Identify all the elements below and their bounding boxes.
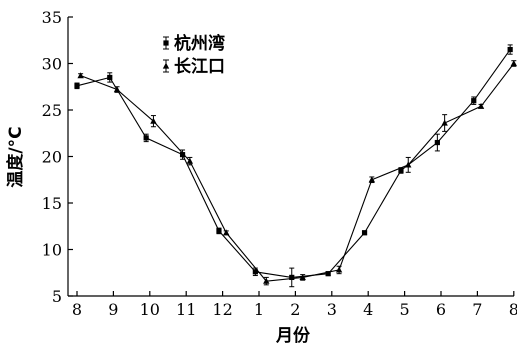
data-point	[223, 229, 230, 236]
y-tick-label: 30	[42, 55, 62, 74]
data-point	[434, 139, 440, 146]
data-point	[368, 176, 376, 183]
data-point	[216, 228, 222, 234]
x-tick-label: 3	[327, 300, 337, 319]
data-point	[179, 152, 186, 158]
x-tick-label: 1	[254, 300, 264, 319]
data-point	[143, 135, 149, 141]
x-tick-label: 2	[290, 300, 300, 319]
y-tick-label: 5	[52, 287, 62, 306]
x-tick-label: 8	[72, 300, 82, 319]
x-tick-label: 7	[472, 300, 482, 319]
series-line	[80, 63, 515, 282]
legend-entry-hangzhou-bay: 杭州湾	[163, 33, 225, 54]
x-tick-label: 8	[509, 300, 517, 319]
legend-entry-yangtze-estuary: 长江口	[162, 56, 225, 77]
series-hangzhou-bay	[74, 44, 513, 288]
data-point	[150, 117, 157, 124]
chart-series	[74, 44, 517, 288]
x-tick-label: 5	[400, 300, 410, 319]
y-tick-label: 20	[42, 148, 62, 167]
data-point	[510, 60, 517, 67]
y-axis-title: 温度/°C	[5, 126, 26, 187]
data-point	[263, 277, 270, 284]
x-tick-label: 10	[140, 300, 160, 319]
data-point	[107, 74, 113, 81]
x-tick-label: 6	[436, 300, 446, 319]
data-point	[325, 271, 331, 277]
data-point	[361, 230, 368, 236]
data-point	[74, 83, 80, 89]
data-point	[77, 72, 84, 79]
data-point	[405, 161, 412, 168]
data-point	[299, 274, 306, 280]
legend-marker	[163, 40, 169, 46]
data-point	[289, 274, 295, 280]
data-point	[186, 157, 194, 164]
data-point	[507, 46, 513, 53]
y-tick-label: 25	[42, 101, 62, 120]
x-tick-label: 12	[212, 300, 232, 319]
data-point	[113, 86, 121, 93]
chart-legend: 杭州湾 长江口	[162, 33, 225, 77]
legend-label: 杭州湾	[174, 33, 225, 54]
legend-label: 长江口	[174, 56, 225, 77]
x-tick-label: 9	[108, 300, 118, 319]
series-yangtze-estuary	[77, 60, 517, 286]
y-tick-label: 35	[42, 8, 62, 27]
y-tick-label: 10	[42, 241, 62, 260]
legend-triangle-marker-icon	[162, 59, 170, 73]
data-point	[441, 119, 448, 126]
x-axis-title: 月份	[275, 325, 311, 346]
data-point	[252, 269, 258, 275]
data-point	[335, 266, 343, 273]
x-tick-label: 4	[363, 300, 373, 319]
data-point	[471, 98, 477, 104]
x-tick-label: 11	[176, 300, 196, 319]
series-line	[76, 49, 511, 278]
y-tick-label: 15	[42, 194, 62, 213]
legend-square-marker-icon	[163, 36, 169, 50]
data-point	[477, 102, 485, 109]
legend-marker	[162, 62, 170, 69]
data-point	[398, 167, 404, 174]
